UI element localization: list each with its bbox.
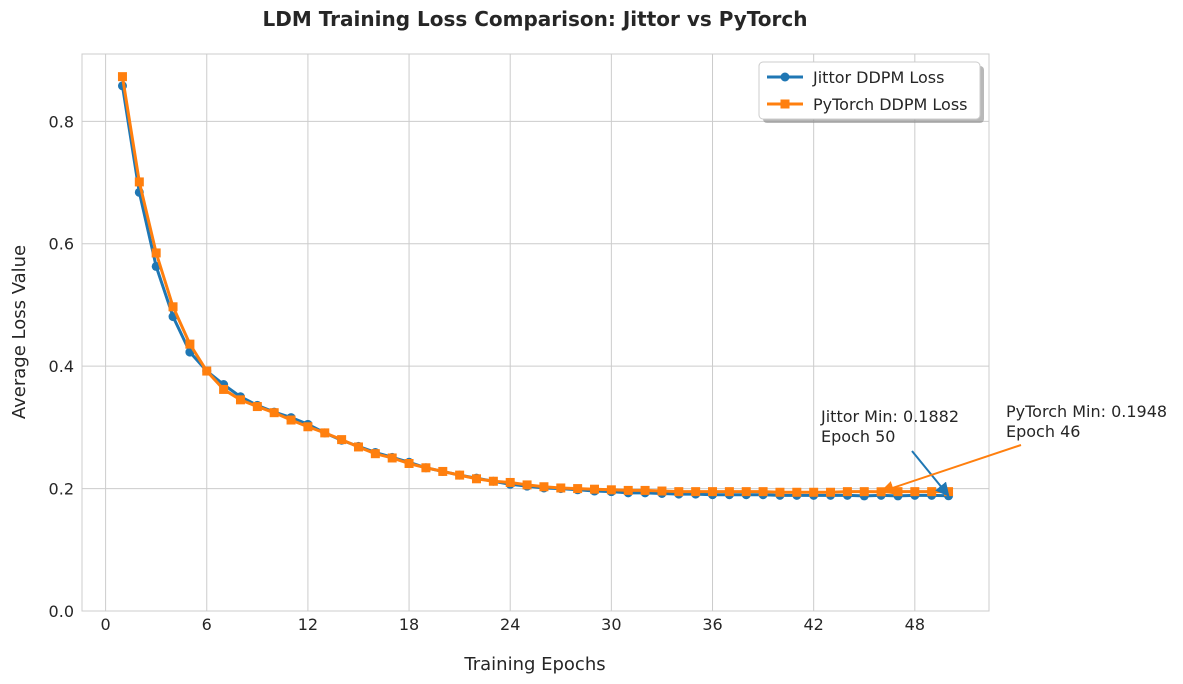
data-point [606, 485, 616, 495]
data-point [353, 442, 363, 452]
data-point [421, 463, 431, 473]
series-1 [117, 72, 954, 497]
annotation-text: PyTorch Min: 0.1948 [1006, 402, 1167, 421]
data-point [573, 484, 583, 494]
data-point [471, 474, 481, 484]
data-point [522, 480, 532, 490]
x-tick-label: 48 [905, 615, 925, 634]
data-point [505, 477, 515, 487]
data-point [792, 487, 802, 497]
data-point [623, 485, 633, 495]
data-point [168, 302, 178, 312]
data-point [151, 248, 161, 258]
data-point [219, 384, 229, 394]
annotation-text: Epoch 46 [1006, 422, 1080, 441]
chart-title: LDM Training Loss Comparison: Jittor vs … [262, 7, 807, 31]
x-tick-label: 30 [601, 615, 621, 634]
y-tick-label: 0.6 [49, 235, 74, 254]
data-point [185, 339, 195, 349]
legend-entry: PyTorch DDPM Loss [767, 95, 967, 114]
data-point [674, 487, 684, 497]
x-axis-label: Training Epochs [463, 654, 605, 675]
data-point [640, 485, 650, 495]
data-point [303, 422, 313, 432]
data-point [724, 487, 734, 497]
data-point [117, 72, 127, 82]
y-tick-label: 0.2 [49, 480, 74, 499]
data-point [455, 470, 465, 480]
data-point [910, 487, 920, 497]
data-point [337, 435, 347, 445]
annotation-text: Jittor Min: 0.1882 [820, 407, 959, 426]
legend-box [758, 61, 981, 120]
data-point [842, 487, 852, 497]
data-point [387, 453, 397, 463]
y-axis-ticks: 0.0 0.2 0.4 0.6 0.8 [49, 112, 74, 621]
x-axis-ticks: 0 6 12 18 24 30 36 42 48 [101, 615, 925, 634]
data-point [235, 395, 245, 405]
data-point [927, 487, 937, 497]
annotation-text: Epoch 50 [821, 427, 895, 446]
series-layer [117, 72, 954, 501]
x-tick-label: 12 [298, 615, 318, 634]
legend: Jittor DDPM Loss PyTorch DDPM Loss [758, 61, 984, 123]
data-point [590, 484, 600, 494]
data-point [893, 487, 903, 497]
legend-label: Jittor DDPM Loss [812, 68, 944, 87]
x-tick-label: 42 [803, 615, 823, 634]
data-point [539, 482, 549, 492]
plot-frame [81, 53, 990, 612]
data-point [488, 476, 498, 486]
data-point [286, 415, 296, 425]
y-tick-label: 0.4 [49, 357, 74, 376]
data-point [826, 487, 836, 497]
data-point [404, 458, 414, 468]
data-point [370, 449, 380, 459]
data-point [775, 487, 785, 497]
y-tick-label: 0.8 [49, 112, 74, 131]
y-tick-label: 0.0 [49, 602, 74, 621]
x-tick-label: 0 [101, 615, 111, 634]
data-point [708, 487, 718, 497]
y-axis-label: Average Loss Value [9, 245, 30, 419]
x-tick-label: 24 [500, 615, 520, 634]
x-tick-label: 6 [202, 615, 212, 634]
legend-marker [780, 99, 790, 109]
grid-lines [82, 54, 989, 612]
data-point [269, 408, 279, 418]
data-point [758, 487, 768, 497]
data-point [134, 177, 144, 187]
legend-label: PyTorch DDPM Loss [813, 95, 967, 114]
annotation-arrow [911, 450, 950, 497]
legend-marker [780, 72, 790, 82]
annotation-arrow [879, 444, 1022, 495]
data-point [252, 402, 262, 412]
data-point [859, 487, 869, 497]
data-point [438, 466, 448, 476]
legend-entry: Jittor DDPM Loss [767, 68, 944, 87]
data-point [320, 428, 330, 438]
data-point [556, 483, 566, 493]
data-point [691, 487, 701, 497]
data-point [657, 486, 667, 496]
data-point [809, 487, 819, 497]
x-tick-label: 36 [702, 615, 722, 634]
data-point [741, 487, 751, 497]
data-point [202, 366, 212, 376]
x-tick-label: 18 [399, 615, 419, 634]
